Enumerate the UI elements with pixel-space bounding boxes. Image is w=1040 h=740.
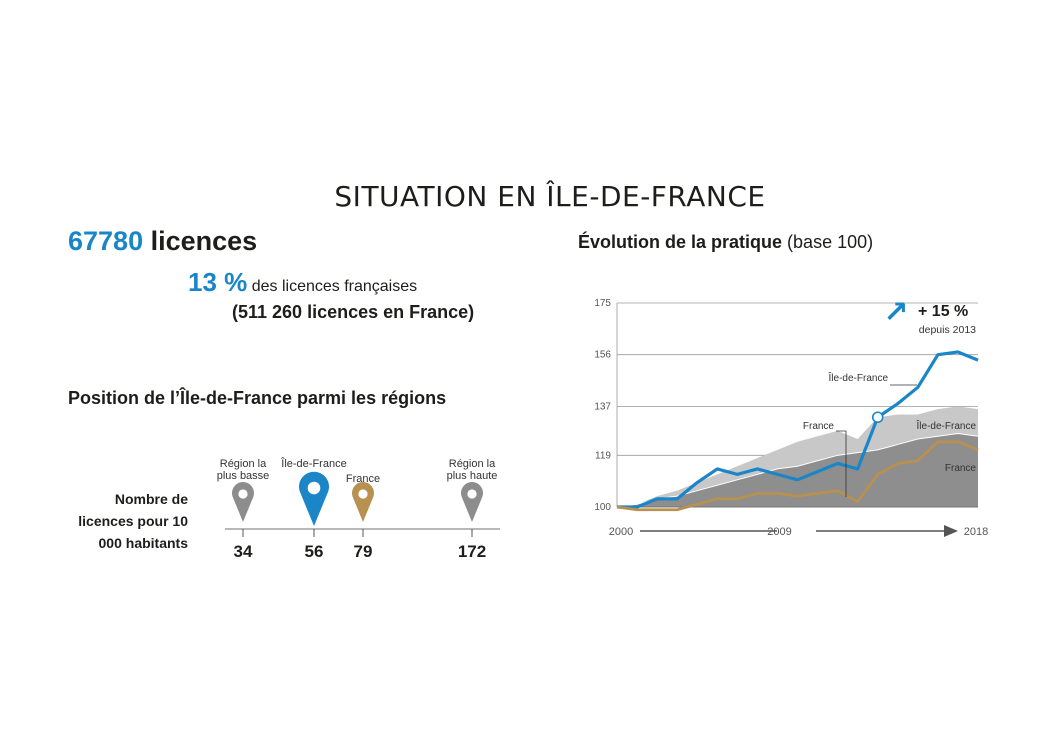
timeline-arrowhead-icon (944, 525, 958, 537)
main-title: SITUATION EN ÎLE-DE-FRANCE (334, 180, 766, 213)
chart-title: Évolution de la pratique (base 100) (578, 232, 873, 253)
licences-number: 67780 (68, 226, 144, 256)
area-separator (616, 433, 979, 508)
pin-hole (238, 489, 248, 499)
pin-hole (358, 489, 368, 499)
position-title: Position de l’Île-de-France parmi les ré… (68, 388, 447, 408)
area-band-france (617, 433, 978, 507)
pin-label: Région la (449, 458, 496, 470)
france-total: (511 260 licences en France) (232, 302, 475, 322)
pin-hole (467, 489, 477, 499)
pin-label: France (346, 473, 380, 485)
pin-hole (307, 481, 321, 495)
licences-count: 67780 licences (68, 226, 257, 257)
licences-share: 13 % des licences françaises (188, 267, 417, 298)
chart-title-bold: Évolution de la pratique (578, 232, 783, 252)
y-tick-label: 100 (594, 502, 611, 513)
pin-label: plus haute (447, 470, 498, 482)
x-tick-label: 2018 (964, 526, 988, 538)
location-pin-icon (352, 482, 374, 522)
trend-arrow-icon: ↗ (883, 296, 908, 329)
y-tick-label: 137 (594, 401, 611, 412)
label-france-area: France (945, 463, 977, 474)
share-text: des licences françaises (251, 278, 418, 295)
chart-title-normal: (base 100) (787, 232, 874, 252)
pin-label: plus basse (217, 470, 270, 482)
x-tick-label: 2009 (767, 526, 791, 538)
pin-body (461, 482, 484, 522)
annotation-value: + 15 % (918, 303, 968, 320)
leader-france (836, 430, 847, 497)
pin-body (299, 471, 329, 526)
pin-body (352, 482, 374, 522)
series-line-idf (617, 350, 979, 509)
y-tick-label: 119 (595, 450, 611, 461)
highlight-point (871, 411, 884, 424)
pin-label: Région la (220, 458, 267, 470)
x-tick-label: 2000 (609, 526, 633, 538)
licences-label: licences (150, 226, 258, 256)
pin-value: 79 (354, 542, 373, 561)
label-idf-line: Île-de-France (828, 371, 889, 384)
location-pin-icon (461, 482, 484, 522)
label-france-line: France (803, 421, 835, 432)
position-row-label: Nombre de licences pour 10 000 habitants (78, 491, 188, 551)
share-percent: 13 % (188, 267, 248, 297)
location-pin-icon (299, 471, 329, 526)
pin-value: 56 (305, 542, 324, 561)
annotation-text: depuis 2013 (919, 324, 976, 336)
series-line-france (616, 440, 979, 512)
label-idf-area: Île-de-France (916, 419, 977, 432)
pin-value: 34 (234, 542, 253, 561)
y-tick-label: 175 (594, 298, 611, 309)
y-tick-label: 156 (594, 350, 611, 361)
pin-body (232, 482, 255, 522)
pin-value: 172 (458, 542, 486, 561)
pin-label: Île-de-France (280, 457, 346, 470)
location-pin-icon (232, 482, 255, 522)
